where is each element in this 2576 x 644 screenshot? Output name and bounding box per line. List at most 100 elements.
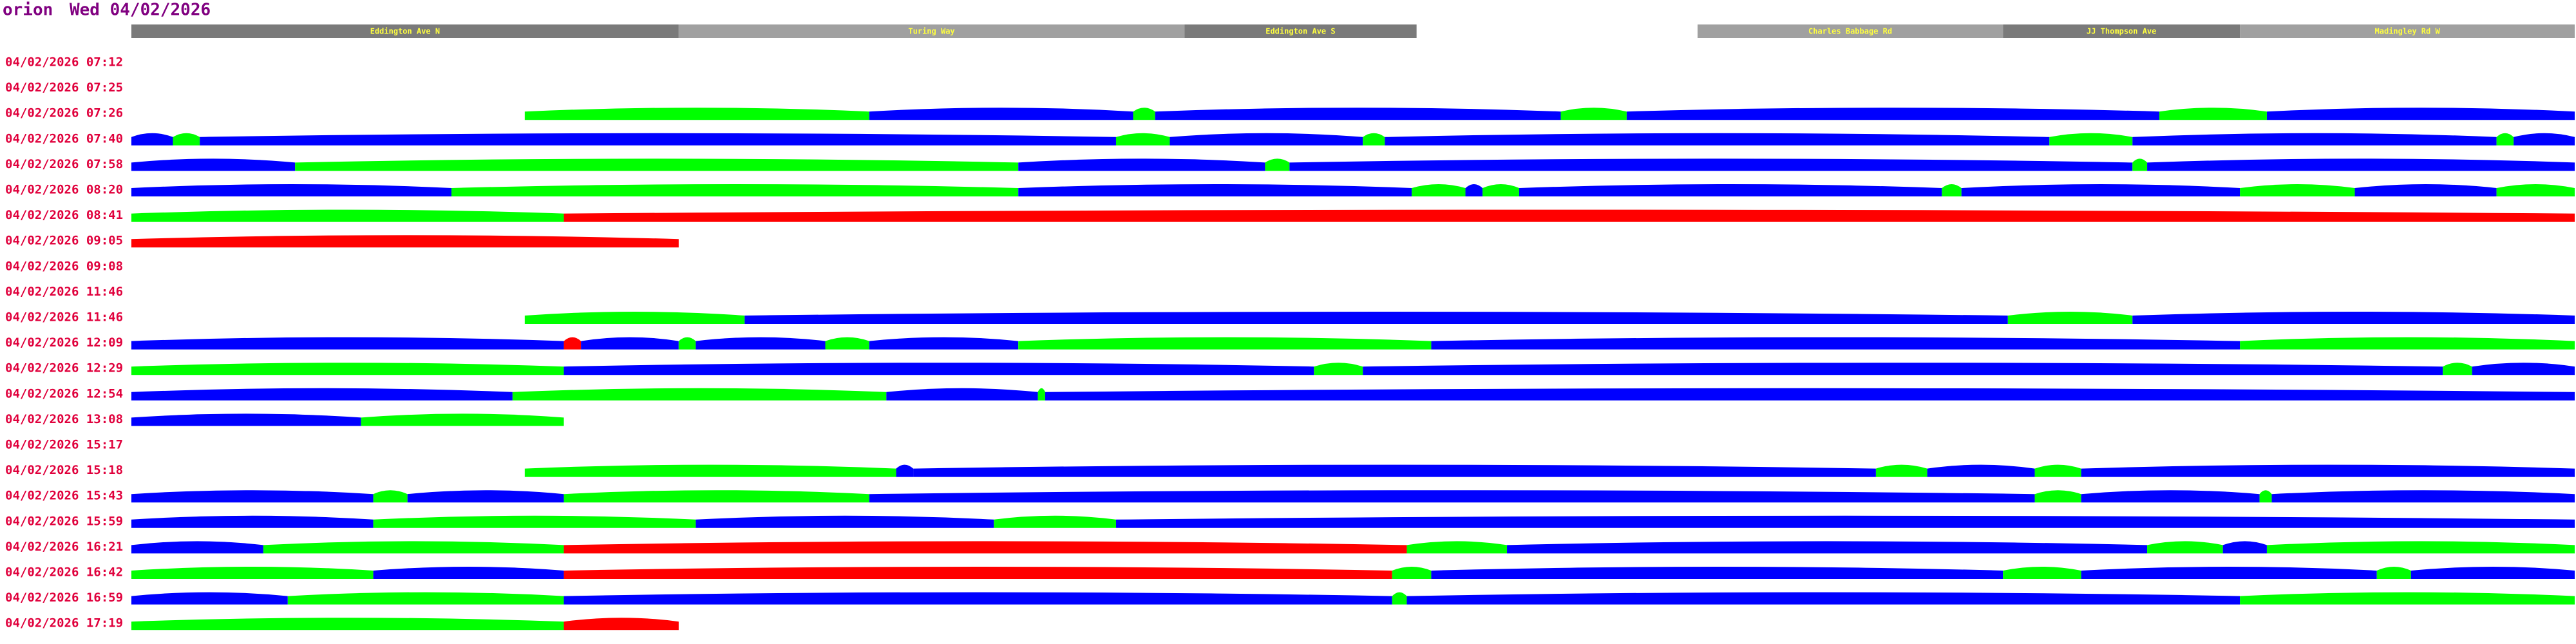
- journey-segment: [2003, 567, 2081, 579]
- journey-segment: [451, 184, 1019, 196]
- journey-segment: [173, 133, 200, 146]
- journey-segment: [2266, 108, 2575, 120]
- journey-time: 04/02/2026 07:26: [5, 106, 123, 120]
- journey-time: 04/02/2026 12:54: [5, 386, 123, 401]
- road-name: JJ Thompson Ave: [2087, 27, 2156, 36]
- journey-segment: [2266, 541, 2575, 554]
- host-name: orion: [3, 1, 53, 20]
- journey-segment: [2159, 108, 2267, 120]
- journey-segment: [1392, 567, 1432, 579]
- journey-segment: [994, 515, 1116, 528]
- journey-segment: [1155, 108, 1561, 120]
- journey-segment: [2514, 133, 2575, 146]
- journey-segment: [1314, 363, 1363, 375]
- journey-segment: [2132, 158, 2148, 171]
- journey-segment: [1482, 184, 1519, 196]
- journey-time: 04/02/2026 11:46: [5, 310, 123, 325]
- journey-segment: [869, 108, 1133, 120]
- journey-segment: [263, 541, 564, 554]
- journey-segment: [2081, 567, 2377, 579]
- journey-segment: [1519, 184, 1942, 196]
- journey-segment: [564, 209, 2575, 222]
- journey-segment: [2443, 363, 2472, 375]
- journey-segment: [2472, 363, 2575, 375]
- journey-segment: [1626, 108, 2160, 120]
- journey-segment: [131, 337, 564, 350]
- date: Wed 04/02/2026: [70, 1, 211, 20]
- journey-segment: [2132, 312, 2575, 324]
- journey-segment: [524, 108, 869, 120]
- journey-segment: [2410, 567, 2575, 579]
- journey-segment: [1018, 158, 1265, 171]
- journey-segment: [1018, 184, 1412, 196]
- journey-segment: [131, 515, 374, 528]
- journey-segment: [373, 515, 696, 528]
- journey-segment: [407, 490, 564, 503]
- journey-segment: [564, 567, 1392, 579]
- journey-segment: [2496, 133, 2514, 146]
- journey-segment: [131, 363, 564, 375]
- journey-segment: [524, 312, 745, 324]
- journey-segment: [696, 337, 826, 350]
- journey-segment: [564, 337, 582, 350]
- journey-segment: [131, 209, 564, 222]
- journey-segment: [1942, 184, 1962, 196]
- journey-segment: [2034, 490, 2081, 503]
- journey-segment: [1927, 464, 2035, 477]
- journey-segment: [869, 490, 2035, 503]
- road-band: [2003, 24, 2240, 38]
- journey-segment: [131, 592, 288, 605]
- journey-time: 04/02/2026 15:59: [5, 514, 123, 528]
- journey-segment: [2222, 541, 2267, 554]
- journey-segment: [131, 567, 374, 579]
- journey-segment: [2240, 592, 2575, 605]
- journey-segment: [564, 592, 1392, 605]
- journey-segment: [1406, 592, 2240, 605]
- journey-segment: [131, 184, 452, 196]
- journey-segment: [1507, 541, 2148, 554]
- journey-segment: [295, 158, 1019, 171]
- journey-time: 04/02/2026 16:42: [5, 565, 123, 580]
- journey-time: 04/02/2026 08:20: [5, 183, 123, 197]
- journey-segment: [2271, 490, 2575, 503]
- journey-segment: [287, 592, 564, 605]
- journey-segment: [2147, 541, 2223, 554]
- journey-time: 04/02/2026 07:25: [5, 80, 123, 95]
- road-band: [131, 24, 679, 38]
- journey-time: 04/02/2026 07:58: [5, 157, 123, 171]
- journey-segment: [1431, 567, 2003, 579]
- journey-segment: [2147, 158, 2575, 171]
- journey-time: 04/02/2026 16:21: [5, 540, 123, 554]
- journey-time: 04/02/2026 13:08: [5, 412, 123, 426]
- journey-segment: [2034, 464, 2081, 477]
- journey-segment: [869, 337, 1019, 350]
- journey-segment: [131, 388, 513, 401]
- journey-segment: [2259, 490, 2272, 503]
- journey-segment: [131, 235, 679, 248]
- journey-segment: [2081, 490, 2260, 503]
- journey-segment: [131, 133, 173, 146]
- journey-segment: [896, 464, 914, 477]
- journey-segment: [581, 337, 679, 350]
- journey-segment: [2007, 312, 2133, 324]
- journey-time: 04/02/2026 08:41: [5, 208, 123, 222]
- journey-segment: [1289, 158, 2133, 171]
- road-band: [2240, 24, 2575, 38]
- journey-time: 04/02/2026 09:05: [5, 234, 123, 248]
- journey-segment: [131, 618, 564, 630]
- journey-segment: [131, 490, 374, 503]
- journey-segment: [361, 413, 564, 426]
- journey-segment: [1363, 363, 2443, 375]
- journey-segment: [1133, 108, 1155, 120]
- road-name: Eddington Ave N: [370, 27, 440, 36]
- journey-time: 04/02/2026 12:29: [5, 361, 123, 375]
- journey-segment: [2496, 184, 2575, 196]
- journey-segment: [2240, 184, 2355, 196]
- journey-time: 04/02/2026 11:46: [5, 285, 123, 299]
- journey-segment: [913, 464, 1876, 477]
- journey-segment: [1560, 108, 1627, 120]
- journey-segment: [2081, 464, 2575, 477]
- journey-segment: [825, 337, 869, 350]
- journey-time: 04/02/2026 15:17: [5, 438, 123, 452]
